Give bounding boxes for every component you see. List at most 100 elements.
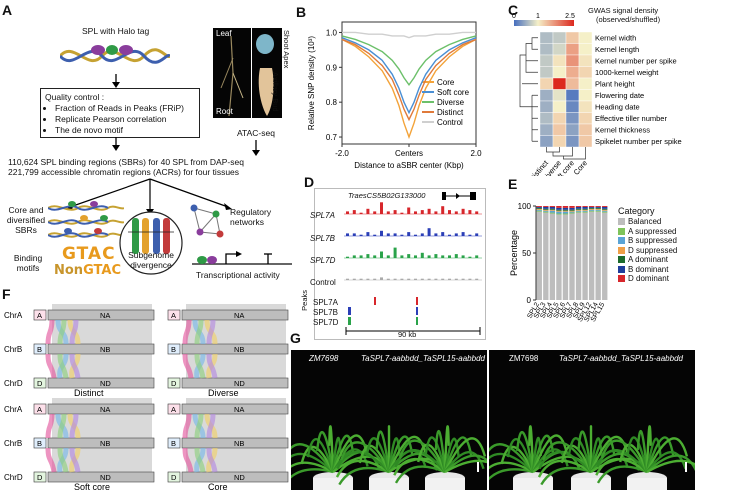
bar-segment [582, 207, 587, 209]
heatmap-cell [553, 67, 566, 79]
color-scale-bar [514, 20, 574, 26]
signal-bar [434, 254, 437, 258]
signal-bar [455, 211, 458, 214]
motif-nongtac: NonGTAC [54, 263, 121, 278]
heatmap-cell [540, 67, 553, 79]
signal-bar [421, 253, 424, 258]
bar-segment [569, 206, 574, 208]
bar-segment [543, 207, 548, 209]
bar-segment [576, 207, 581, 209]
signal-bar [441, 255, 444, 258]
bar-segment [576, 213, 581, 300]
y-tick-label: 1.0 [326, 28, 338, 37]
signal-bar [366, 232, 369, 236]
heatmap-cell [579, 113, 592, 125]
heatmap-cell [553, 136, 566, 148]
signal-bar [360, 255, 363, 258]
signal-bar [475, 255, 478, 258]
heatmap-cell [540, 32, 553, 44]
bar-segment [550, 210, 555, 211]
signal-bar [462, 232, 465, 236]
panel-label-a: A [2, 2, 12, 18]
transcription-illustration [192, 248, 292, 268]
subgenome-label: B [37, 345, 42, 354]
legend-swatch [618, 256, 625, 263]
heatmap-cell [579, 32, 592, 44]
signal-bar [346, 211, 349, 214]
heatmap-cell [553, 55, 566, 67]
heatmap-cell [553, 44, 566, 56]
heatmap-row-label: Kernel length [595, 45, 639, 54]
legend-title: Category [618, 206, 677, 216]
track-label-spl7a: SPL7A [310, 211, 335, 220]
legend-label: B suppressed [628, 236, 677, 246]
heatmap-row-label: Effective tiller number [595, 114, 667, 123]
bar-segment [602, 211, 607, 212]
bar-segment [576, 210, 581, 211]
signal-bar [407, 232, 410, 236]
region-label: ND [100, 473, 111, 482]
qc-title: Quality control : [45, 92, 199, 102]
bar-segment [582, 213, 587, 300]
heatmap-cell [540, 55, 553, 67]
y-tick-label: 0.9 [326, 63, 338, 72]
y-tick-label: 50 [522, 249, 531, 258]
legend-label: B dominant [628, 265, 668, 275]
bar-segment [543, 206, 548, 207]
legend-entry: B dominant [618, 265, 677, 275]
bar-segment [537, 210, 542, 211]
bar-segment [550, 209, 555, 210]
heatmap-cell [553, 90, 566, 102]
bar-segment [537, 211, 542, 212]
bar-segment [589, 207, 594, 208]
bar-segment [582, 206, 587, 207]
bar-segment [596, 209, 601, 210]
bar-segment [596, 208, 601, 209]
tissue-label-shoot-apex: Shoot Apex [282, 30, 291, 68]
bar-segment [589, 212, 594, 300]
region-label: NB [234, 439, 244, 448]
heatmap-row-label: Flowering date [595, 91, 644, 100]
bar-segment [563, 206, 568, 208]
signal-bar [468, 210, 471, 214]
qc-item: Fraction of Reads in Peaks (FRiP) [55, 103, 199, 114]
plant-photo-right: ZM7698 TaSPL7-aabbdd_TaSPL15-aabbdd [489, 350, 695, 490]
signal-bar [475, 233, 478, 236]
heatmap-cell [579, 90, 592, 102]
heatmap-cell [566, 101, 579, 113]
pot [513, 478, 553, 490]
bar-segment [589, 208, 594, 209]
row-dendrogram [520, 38, 538, 142]
legend-label: Balanced [628, 217, 661, 227]
chromosome-label: ChrD [4, 473, 23, 482]
bar-segment [589, 210, 594, 211]
signal-bar [366, 254, 369, 258]
signal-bar [373, 255, 376, 258]
heatmap-cell [540, 44, 553, 56]
legend-swatch [618, 237, 625, 244]
legend-label: Diverse [437, 98, 465, 107]
heatmap-cell [579, 101, 592, 113]
region-label: NA [100, 405, 110, 414]
signal-bar [421, 233, 424, 236]
legend-swatch [618, 247, 625, 254]
scale-label: 90 kb [398, 330, 416, 339]
legend-entry: Balanced [618, 217, 677, 227]
bar-segment [589, 209, 594, 210]
bar-segment [543, 209, 548, 210]
region-label: NB [100, 345, 110, 354]
y-axis-label: Relative SNP density (10³) [307, 36, 316, 130]
heatmap-row-label: Spikelet number per spike [595, 137, 682, 146]
bar-segment [563, 210, 568, 211]
subgenome-label: D [37, 473, 43, 482]
heatmap-cell [566, 90, 579, 102]
region-label: ND [234, 379, 245, 388]
y-axis-label: Percentage [509, 230, 519, 276]
region-label: ND [234, 473, 245, 482]
tissue-label-axillary-bud: Axillary Bud [271, 72, 280, 112]
bar-segment [563, 208, 568, 210]
bar-segment [537, 212, 542, 300]
subgenome-label: A [37, 405, 42, 414]
core-sbrs-illustration [48, 200, 124, 240]
bar-segment [543, 210, 548, 211]
